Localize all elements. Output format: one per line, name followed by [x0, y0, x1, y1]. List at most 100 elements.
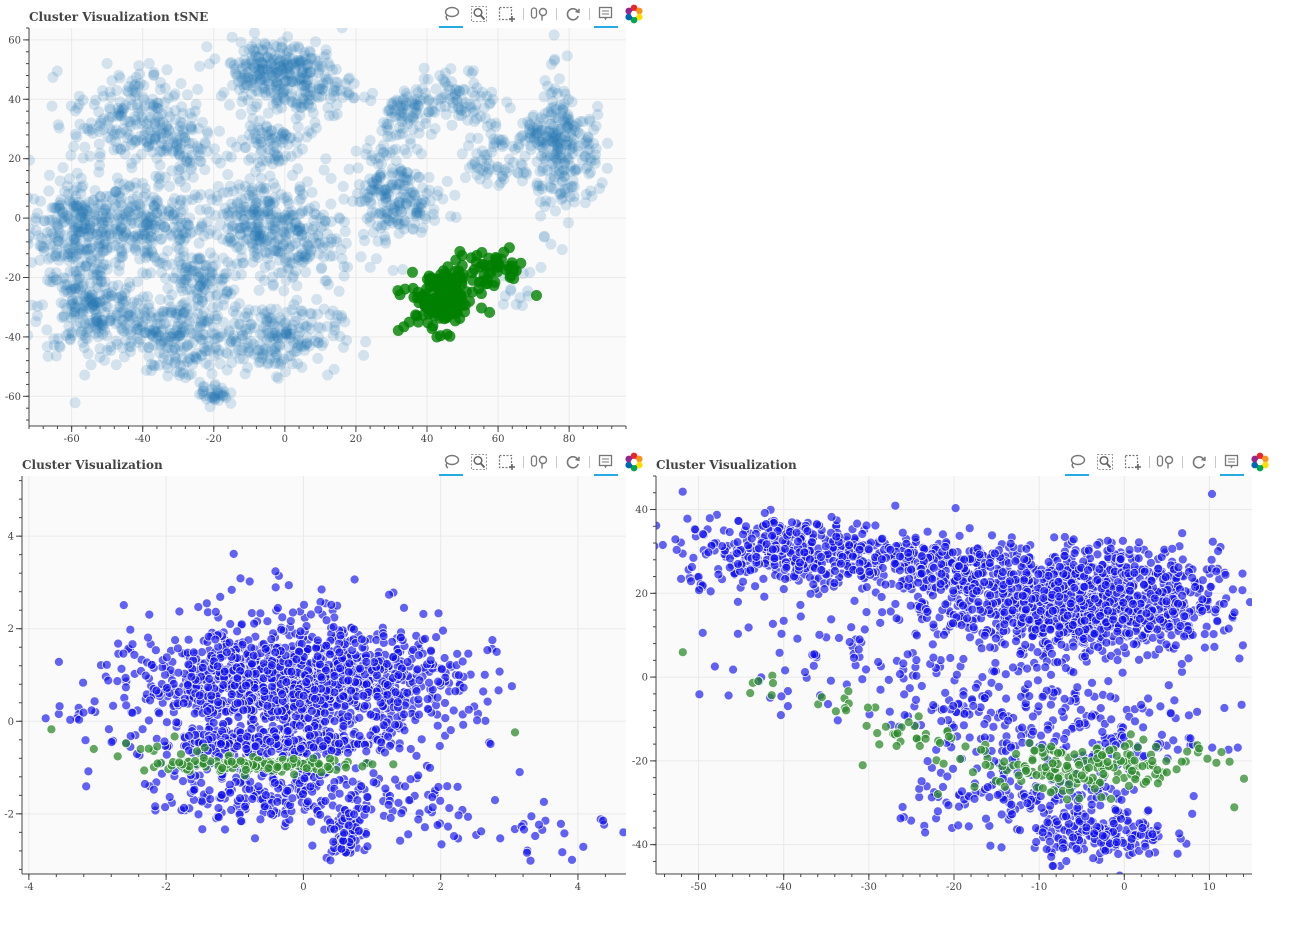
- scatter-point: [325, 236, 337, 248]
- scatter-point: [138, 303, 150, 315]
- box-select-icon[interactable]: [494, 451, 520, 473]
- scatter-point: [166, 230, 178, 242]
- lasso-select-icon[interactable]: [438, 3, 464, 28]
- scatter-point: [322, 240, 334, 252]
- scatter-point: [125, 306, 137, 317]
- scatter-point: [64, 265, 76, 277]
- hover-tooltip-icon[interactable]: [1219, 451, 1245, 476]
- hover-tooltip-icon[interactable]: [593, 3, 619, 28]
- scatter-point: [493, 685, 504, 696]
- scatter-point: [295, 225, 307, 237]
- scatter-point: [203, 313, 215, 325]
- box-zoom-icon[interactable]: [466, 451, 492, 473]
- scatter-point: [138, 221, 150, 232]
- scatter-point: [68, 185, 80, 197]
- scatter-point: [141, 219, 152, 231]
- scatter-point: [459, 84, 471, 96]
- scatter-point: [131, 333, 143, 345]
- scatter-point: [125, 341, 137, 353]
- box-zoom-icon[interactable]: [466, 3, 492, 25]
- scatter-point: [259, 236, 271, 248]
- scatter-point: [79, 369, 91, 381]
- lasso-select-icon[interactable]: [438, 451, 464, 476]
- scatter-point: [148, 205, 159, 217]
- scatter-point: [324, 309, 336, 321]
- scatter-point: [173, 329, 185, 341]
- scatter-point: [84, 220, 96, 232]
- scatter-point: [203, 359, 215, 371]
- scatter-point: [210, 341, 222, 353]
- scatter-point: [81, 297, 93, 309]
- x-tick-label: -40: [135, 434, 151, 445]
- scatter-point: [78, 216, 90, 228]
- toolbar-separator: [556, 456, 557, 468]
- scatter-point: [272, 321, 284, 333]
- scatter-point: [177, 298, 189, 310]
- scatter-point: [535, 150, 547, 162]
- scatter-point: [181, 153, 193, 165]
- reset-icon[interactable]: [560, 451, 586, 473]
- scatter-point: [43, 253, 55, 265]
- scatter-point: [179, 297, 191, 308]
- scatter-point: [92, 331, 104, 343]
- scatter-point: [545, 88, 557, 99]
- scatter-point: [509, 143, 521, 155]
- scatter-point: [315, 263, 327, 275]
- scatter-point: [54, 341, 66, 353]
- hover-tooltip-icon[interactable]: [593, 451, 619, 476]
- scatter-point: [456, 148, 468, 160]
- box-select-icon[interactable]: [1120, 451, 1146, 473]
- scatter-point: [545, 238, 557, 250]
- scatter-point: [169, 193, 181, 204]
- wheel-zoom-icon[interactable]: [527, 3, 553, 25]
- scatter-point: [100, 211, 112, 223]
- lasso-select-icon[interactable]: [1064, 451, 1090, 476]
- scatter-point: [171, 241, 183, 253]
- scatter-point: [139, 245, 151, 257]
- box-zoom-icon[interactable]: [1092, 451, 1118, 473]
- scatter-point: [316, 83, 328, 95]
- scatter-point: [215, 90, 227, 102]
- scatter-point: [46, 100, 58, 112]
- scatter-point: [106, 194, 118, 206]
- scatter-point: [439, 653, 450, 663]
- scatter-point: [318, 209, 329, 221]
- scatter-point: [140, 312, 152, 324]
- wheel-zoom-icon[interactable]: [1153, 451, 1179, 473]
- scatter-point: [260, 247, 272, 259]
- scatter-point: [247, 182, 259, 194]
- scatter-point: [93, 311, 105, 323]
- scatter-point: [276, 215, 288, 226]
- scatter-point: [137, 316, 148, 328]
- scatter-point: [104, 191, 116, 202]
- scatter-point: [156, 324, 168, 336]
- scatter-point: [66, 306, 78, 318]
- scatter-point: [174, 120, 186, 132]
- scatter-point: [284, 241, 296, 253]
- plot-area[interactable]: [29, 28, 626, 426]
- scatter-point: [382, 689, 393, 700]
- scatter-point: [80, 332, 91, 344]
- scatter-point: [310, 237, 322, 249]
- scatter-point: [237, 639, 248, 650]
- scatter-point: [105, 312, 117, 324]
- scatter-point: [197, 386, 209, 398]
- scatter-point: [331, 99, 343, 111]
- wheel-zoom-icon[interactable]: [527, 451, 553, 473]
- scatter-point: [162, 245, 174, 257]
- scatter-point: [69, 306, 81, 318]
- scatter-point: [387, 265, 399, 276]
- scatter-point: [70, 199, 82, 211]
- scatter-point: [264, 259, 276, 271]
- scatter-point: [191, 330, 203, 342]
- scatter-point: [116, 314, 128, 326]
- scatter-point: [414, 709, 424, 720]
- scatter-point: [129, 230, 141, 242]
- scatter-point: [125, 210, 137, 222]
- scatter-point: [57, 207, 68, 219]
- scatter-point: [97, 207, 109, 219]
- scatter-point: [301, 337, 313, 349]
- box-select-icon[interactable]: [494, 3, 520, 25]
- reset-icon[interactable]: [560, 3, 586, 25]
- reset-icon[interactable]: [1186, 451, 1212, 473]
